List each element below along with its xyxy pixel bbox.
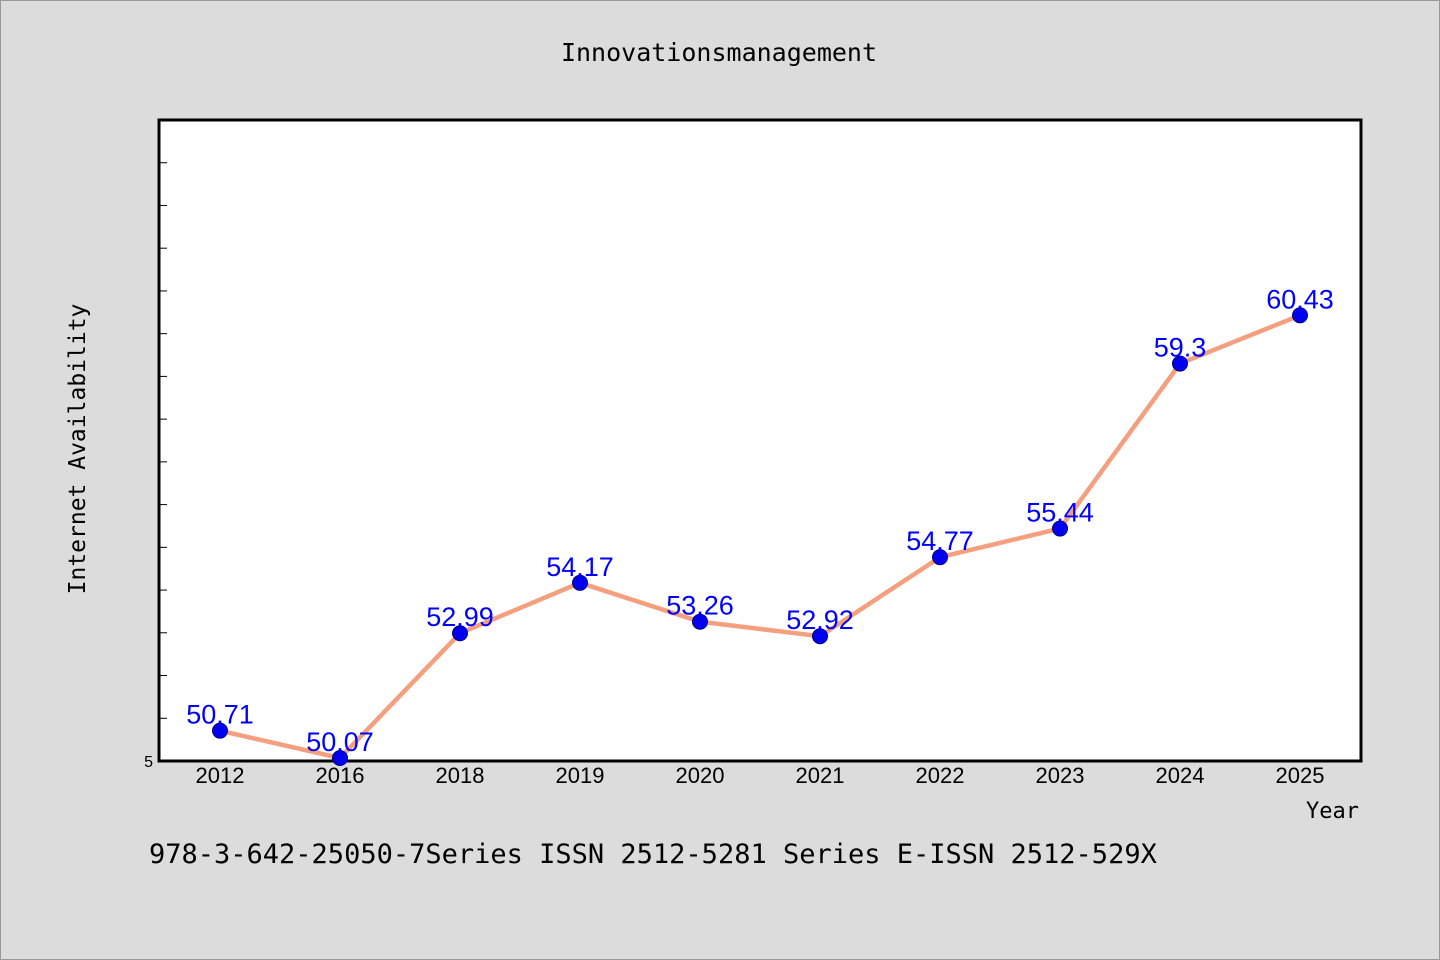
- y-tick-label: 5: [144, 754, 153, 771]
- data-label: 54.77: [906, 526, 974, 556]
- data-label: 52.92: [786, 605, 854, 635]
- x-tick-label: 2016: [316, 763, 365, 788]
- series-layer: 50.71 50.07 52.99 54.17 53.26 52.92 54.77 55.44…: [186, 284, 1334, 767]
- x-tick-label: 2024: [1156, 763, 1205, 788]
- data-point: [932, 549, 948, 566]
- data-point: [212, 722, 228, 739]
- plot-area: [157, 118, 1363, 763]
- x-tick-label: 2025: [1276, 763, 1325, 788]
- data-label: 60.43: [1266, 284, 1334, 314]
- data-point: [692, 613, 708, 630]
- data-point: [1292, 307, 1308, 324]
- data-label: 53.26: [666, 591, 734, 621]
- x-tick-labels: 2012 2016 2018 2019 2020 2021 2022 2023 2024 2025: [196, 763, 1325, 788]
- y-axis-ticks: [159, 162, 167, 719]
- data-point: [812, 628, 828, 645]
- x-tick-label: 2023: [1036, 763, 1085, 788]
- data-label: 59.3: [1154, 333, 1207, 363]
- data-label: 50.07: [306, 727, 374, 757]
- y-axis-label: Internet Availability: [65, 304, 91, 595]
- x-tick-label: 2020: [676, 763, 725, 788]
- data-label: 54.17: [546, 552, 614, 582]
- x-tick-label: 2019: [556, 763, 605, 788]
- data-point: [332, 750, 348, 767]
- x-tick-label: 2018: [436, 763, 485, 788]
- data-label: 52.99: [426, 602, 494, 632]
- data-point: [452, 625, 468, 642]
- data-point: [572, 574, 588, 591]
- chart-title: Innovationsmanagement: [561, 38, 877, 67]
- x-tick-label: 2022: [916, 763, 965, 788]
- x-tick-label: 2021: [796, 763, 845, 788]
- data-point: [1052, 520, 1068, 537]
- data-point: [1172, 355, 1188, 372]
- x-tick-label: 2012: [196, 763, 245, 788]
- footer-text: 978-3-642-25050-7Series ISSN 2512-5281 S…: [149, 839, 1157, 870]
- data-label: 50.71: [186, 700, 254, 730]
- x-axis-label: Year: [1306, 799, 1359, 824]
- series-line: [217, 313, 1303, 761]
- data-label: 55.44: [1026, 498, 1094, 528]
